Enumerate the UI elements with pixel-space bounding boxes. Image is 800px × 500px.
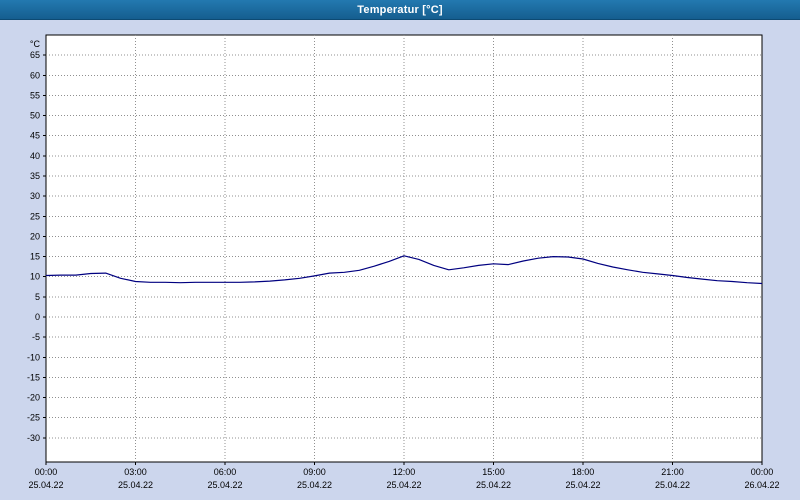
x-tick-date-label: 25.04.22 bbox=[207, 480, 242, 490]
y-tick-label: 45 bbox=[30, 131, 40, 141]
x-tick-time-label: 18:00 bbox=[572, 467, 595, 477]
x-tick-time-label: 03:00 bbox=[124, 467, 147, 477]
chart-area: 65 60 55 50 45 40 35 30 25 20 15 10 5 0 -5 -10 -15 -20 -25… bbox=[0, 20, 800, 500]
x-tick-date-label: 25.04.22 bbox=[297, 480, 332, 490]
x-tick-time-label: 00:00 bbox=[35, 467, 58, 477]
y-tick-label: -20 bbox=[27, 393, 40, 403]
y-tick-label: 25 bbox=[30, 211, 40, 221]
x-tick-time-label: 21:00 bbox=[661, 467, 684, 477]
x-tick-time-label: 09:00 bbox=[303, 467, 326, 477]
x-tick-date-label: 25.04.22 bbox=[476, 480, 511, 490]
y-tick-label: 30 bbox=[30, 191, 40, 201]
y-tick-label: -15 bbox=[27, 372, 40, 382]
x-tick-time-label: 06:00 bbox=[214, 467, 237, 477]
x-tick-date-label: 25.04.22 bbox=[565, 480, 600, 490]
x-tick-date-label: 25.04.22 bbox=[655, 480, 690, 490]
y-tick-label: -30 bbox=[27, 433, 40, 443]
y-tick-label: 0 bbox=[35, 312, 40, 322]
y-tick-label: 60 bbox=[30, 70, 40, 80]
window-title: Temperatur [°C] bbox=[357, 3, 443, 16]
y-tick-label: -10 bbox=[27, 352, 40, 362]
x-tick-date-label: 25.04.22 bbox=[118, 480, 153, 490]
y-tick-label: 35 bbox=[30, 171, 40, 181]
x-tick-time-label: 12:00 bbox=[393, 467, 416, 477]
y-tick-label: 50 bbox=[30, 111, 40, 121]
x-tick-date-label: 25.04.22 bbox=[386, 480, 421, 490]
temperature-line bbox=[45, 255, 763, 285]
y-tick-label: 65 bbox=[30, 50, 40, 60]
y-tick-label: -5 bbox=[32, 332, 40, 342]
y-tick-label: 40 bbox=[30, 151, 40, 161]
temperature-chart: 65605550454035302520151050-5-10-15-20-25… bbox=[27, 34, 780, 490]
y-tick-label: 20 bbox=[30, 231, 40, 241]
y-tick-label: 55 bbox=[30, 90, 40, 100]
window-title-bar[interactable]: Temperatur [°C] bbox=[0, 0, 800, 20]
x-tick-date-label: 26.04.22 bbox=[744, 480, 779, 490]
y-axis-unit-label: °C bbox=[30, 39, 41, 49]
x-tick-time-label: 15:00 bbox=[482, 467, 505, 477]
y-tick-label: 5 bbox=[35, 292, 40, 302]
x-tick-date-label: 25.04.22 bbox=[28, 480, 63, 490]
y-tick-label: 15 bbox=[30, 252, 40, 262]
y-tick-label: 10 bbox=[30, 272, 40, 282]
x-tick-time-label: 00:00 bbox=[751, 467, 774, 477]
y-tick-label: -25 bbox=[27, 413, 40, 423]
